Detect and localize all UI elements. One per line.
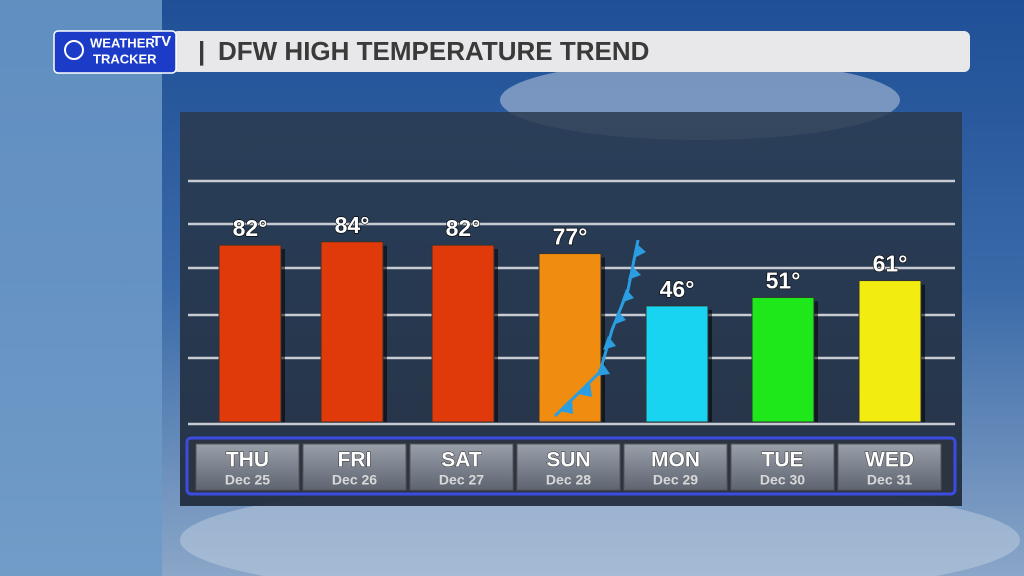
date-label: Dec 28 (546, 472, 591, 488)
cold-front (553, 239, 646, 418)
bar (751, 296, 815, 423)
x-tick-label: TUE (762, 449, 804, 472)
logo-badge: TV (152, 33, 171, 50)
date-label: Dec 25 (225, 472, 270, 488)
logo (53, 30, 177, 74)
logo-text: TRACKER (93, 51, 157, 66)
day-box (302, 443, 407, 491)
title-bar (172, 31, 970, 72)
day-box (409, 443, 514, 491)
bar (858, 280, 922, 423)
day-box (516, 443, 621, 491)
x-tick-label: MON (651, 449, 700, 472)
value-label: 84° (335, 212, 370, 238)
value-label: 46° (660, 276, 695, 302)
bar (218, 244, 282, 423)
value-label: 82° (446, 215, 481, 241)
x-tick-label: SUN (546, 449, 590, 472)
day-box (623, 443, 728, 491)
x-tick-label: FRI (338, 449, 372, 472)
date-label: Dec 30 (760, 472, 805, 488)
date-label: Dec 31 (867, 472, 912, 488)
front-triangles (560, 244, 646, 414)
day-box (730, 443, 835, 491)
date-label: Dec 26 (332, 472, 377, 488)
logo-icon (64, 40, 84, 60)
chart-title: DFW HIGH TEMPERATURE TREND (218, 36, 649, 66)
x-tick-label: WED (865, 449, 914, 472)
bar (645, 305, 709, 423)
value-label: 51° (766, 268, 801, 294)
bar (320, 241, 384, 423)
x-tick-label: SAT (441, 449, 482, 472)
value-label: 77° (553, 224, 588, 250)
logo-text: WEATHER (90, 35, 155, 50)
day-box (837, 443, 942, 491)
date-label: Dec 29 (653, 472, 698, 488)
side-strip (0, 0, 162, 576)
date-label: Dec 27 (439, 472, 484, 488)
value-label: 61° (873, 251, 908, 277)
bar (431, 244, 495, 423)
day-box (195, 443, 300, 491)
separator: | (198, 36, 205, 66)
value-label: 82° (233, 215, 268, 241)
x-tick-label: THU (226, 449, 269, 472)
